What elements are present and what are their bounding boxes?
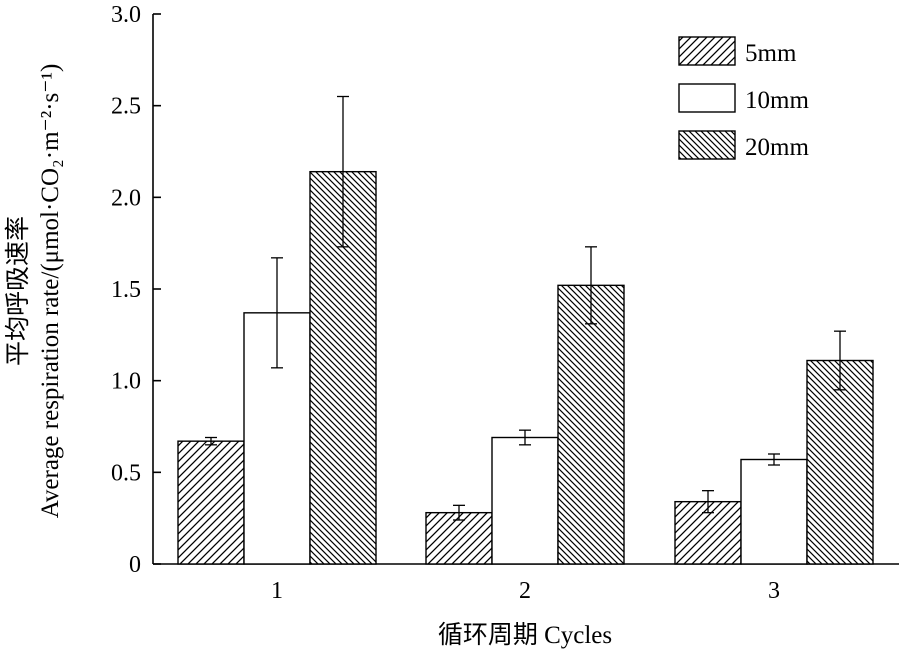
x-tick-label: 2 (519, 578, 531, 604)
bar-20mm-cycle-2 (557, 284, 625, 565)
legend-label-10mm: 10mm (745, 87, 809, 114)
x-tick-label: 3 (768, 578, 780, 604)
y-tick-label: 1.5 (111, 277, 141, 303)
legend-label-5mm: 5mm (745, 40, 797, 67)
bar-10mm-cycle-2 (491, 436, 559, 565)
legend-swatch-20mm (678, 130, 736, 160)
legend-swatch-10mm (678, 83, 736, 113)
y-axis-title-cn: 平均呼吸速率 (4, 216, 32, 366)
legend-label-20mm: 20mm (745, 134, 809, 161)
y-tick-label: 2.5 (111, 94, 141, 120)
bar-20mm-cycle-3 (806, 359, 874, 565)
y-tick-label: 1.0 (111, 369, 141, 395)
bar-5mm-cycle-2 (425, 511, 493, 565)
bar-5mm-cycle-1 (177, 440, 245, 565)
bar-10mm-cycle-3 (740, 458, 808, 565)
legend-swatch-5mm (678, 36, 736, 66)
y-tick-label: 0.5 (111, 460, 141, 486)
legend: 5mm 10mm 20mm (678, 36, 809, 161)
y-tick-label: 2.0 (111, 185, 141, 211)
y-tick-label: 0 (129, 552, 141, 578)
x-tick-label: 1 (271, 578, 283, 604)
y-axis-title-en: Average respiration rate/(μmol·CO₂·m⁻²·s… (37, 64, 64, 519)
y-tick-label: 3.0 (111, 2, 141, 28)
y-axis-title: 平均呼吸速率 Average respiration rate/(μmol·CO… (4, 64, 64, 519)
x-axis-title: 循环周期 Cycles (438, 621, 612, 649)
